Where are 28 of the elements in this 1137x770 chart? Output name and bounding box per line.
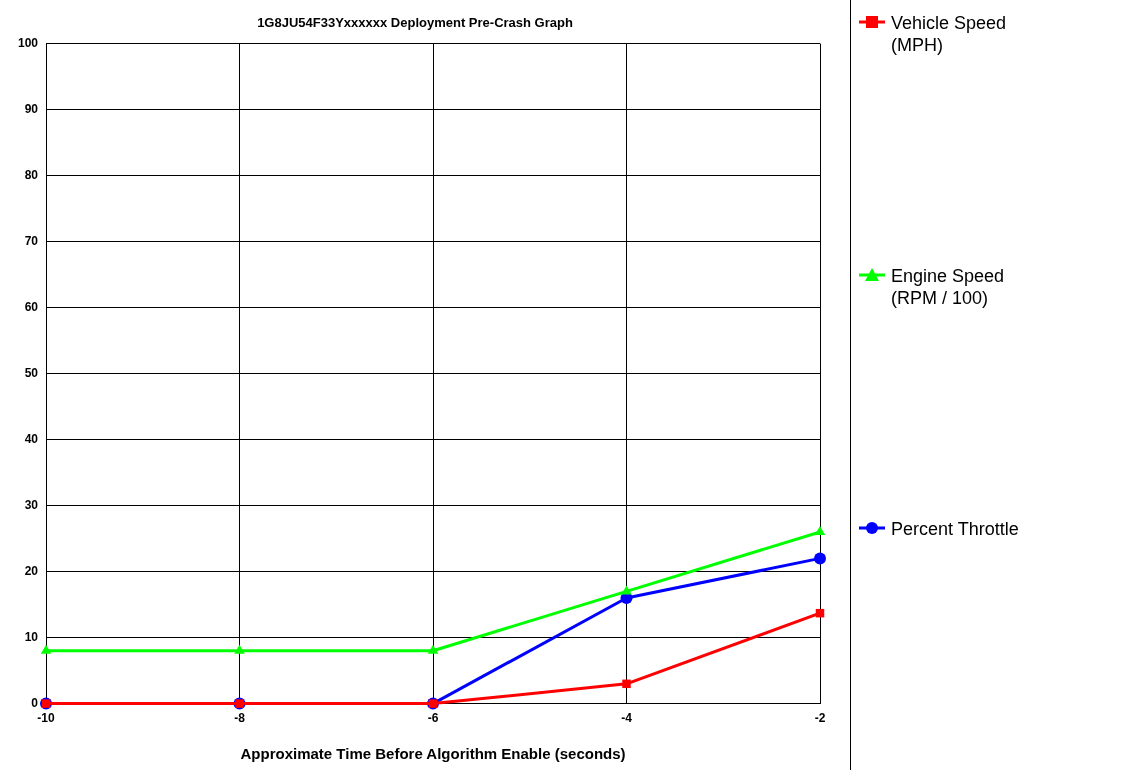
y-tick-label: 70 <box>24 233 39 248</box>
legend-label: Engine Speed (RPM / 100) <box>891 265 1006 309</box>
point <box>814 526 826 535</box>
point <box>814 552 826 565</box>
legend-label: Vehicle Speed (MPH) <box>891 12 1008 56</box>
x-tick-label: -10 <box>37 711 56 726</box>
chart-title: 1G8JU54F33Yxxxxxx Deployment Pre-Crash Graph <box>257 15 573 31</box>
x-tick-label: -4 <box>621 711 633 726</box>
point <box>622 679 631 689</box>
point <box>40 644 52 654</box>
y-tick-label: 50 <box>24 365 39 380</box>
y-tick-label: 60 <box>24 299 39 314</box>
y-tick-label: 20 <box>24 563 39 578</box>
point <box>234 644 245 654</box>
y-tick-label: 40 <box>24 431 39 446</box>
x-axis-title: Approximate Time Before Algorithm Enable (seconds) <box>240 745 626 763</box>
x-tick-label: -2 <box>814 711 826 726</box>
y-tick-label: 10 <box>24 629 39 644</box>
y-tick-label: 100 <box>17 35 39 50</box>
legend-label: Percent Throttle <box>891 518 1020 540</box>
point <box>621 585 632 595</box>
y-tick-label: 0 <box>31 695 39 710</box>
y-tick-label: 30 <box>24 497 39 512</box>
x-tick-label: -8 <box>234 711 246 726</box>
x-tick-label: -6 <box>427 711 439 726</box>
y-tick-label: 80 <box>24 167 39 182</box>
y-tick-label: 90 <box>24 101 39 116</box>
point <box>427 644 439 654</box>
